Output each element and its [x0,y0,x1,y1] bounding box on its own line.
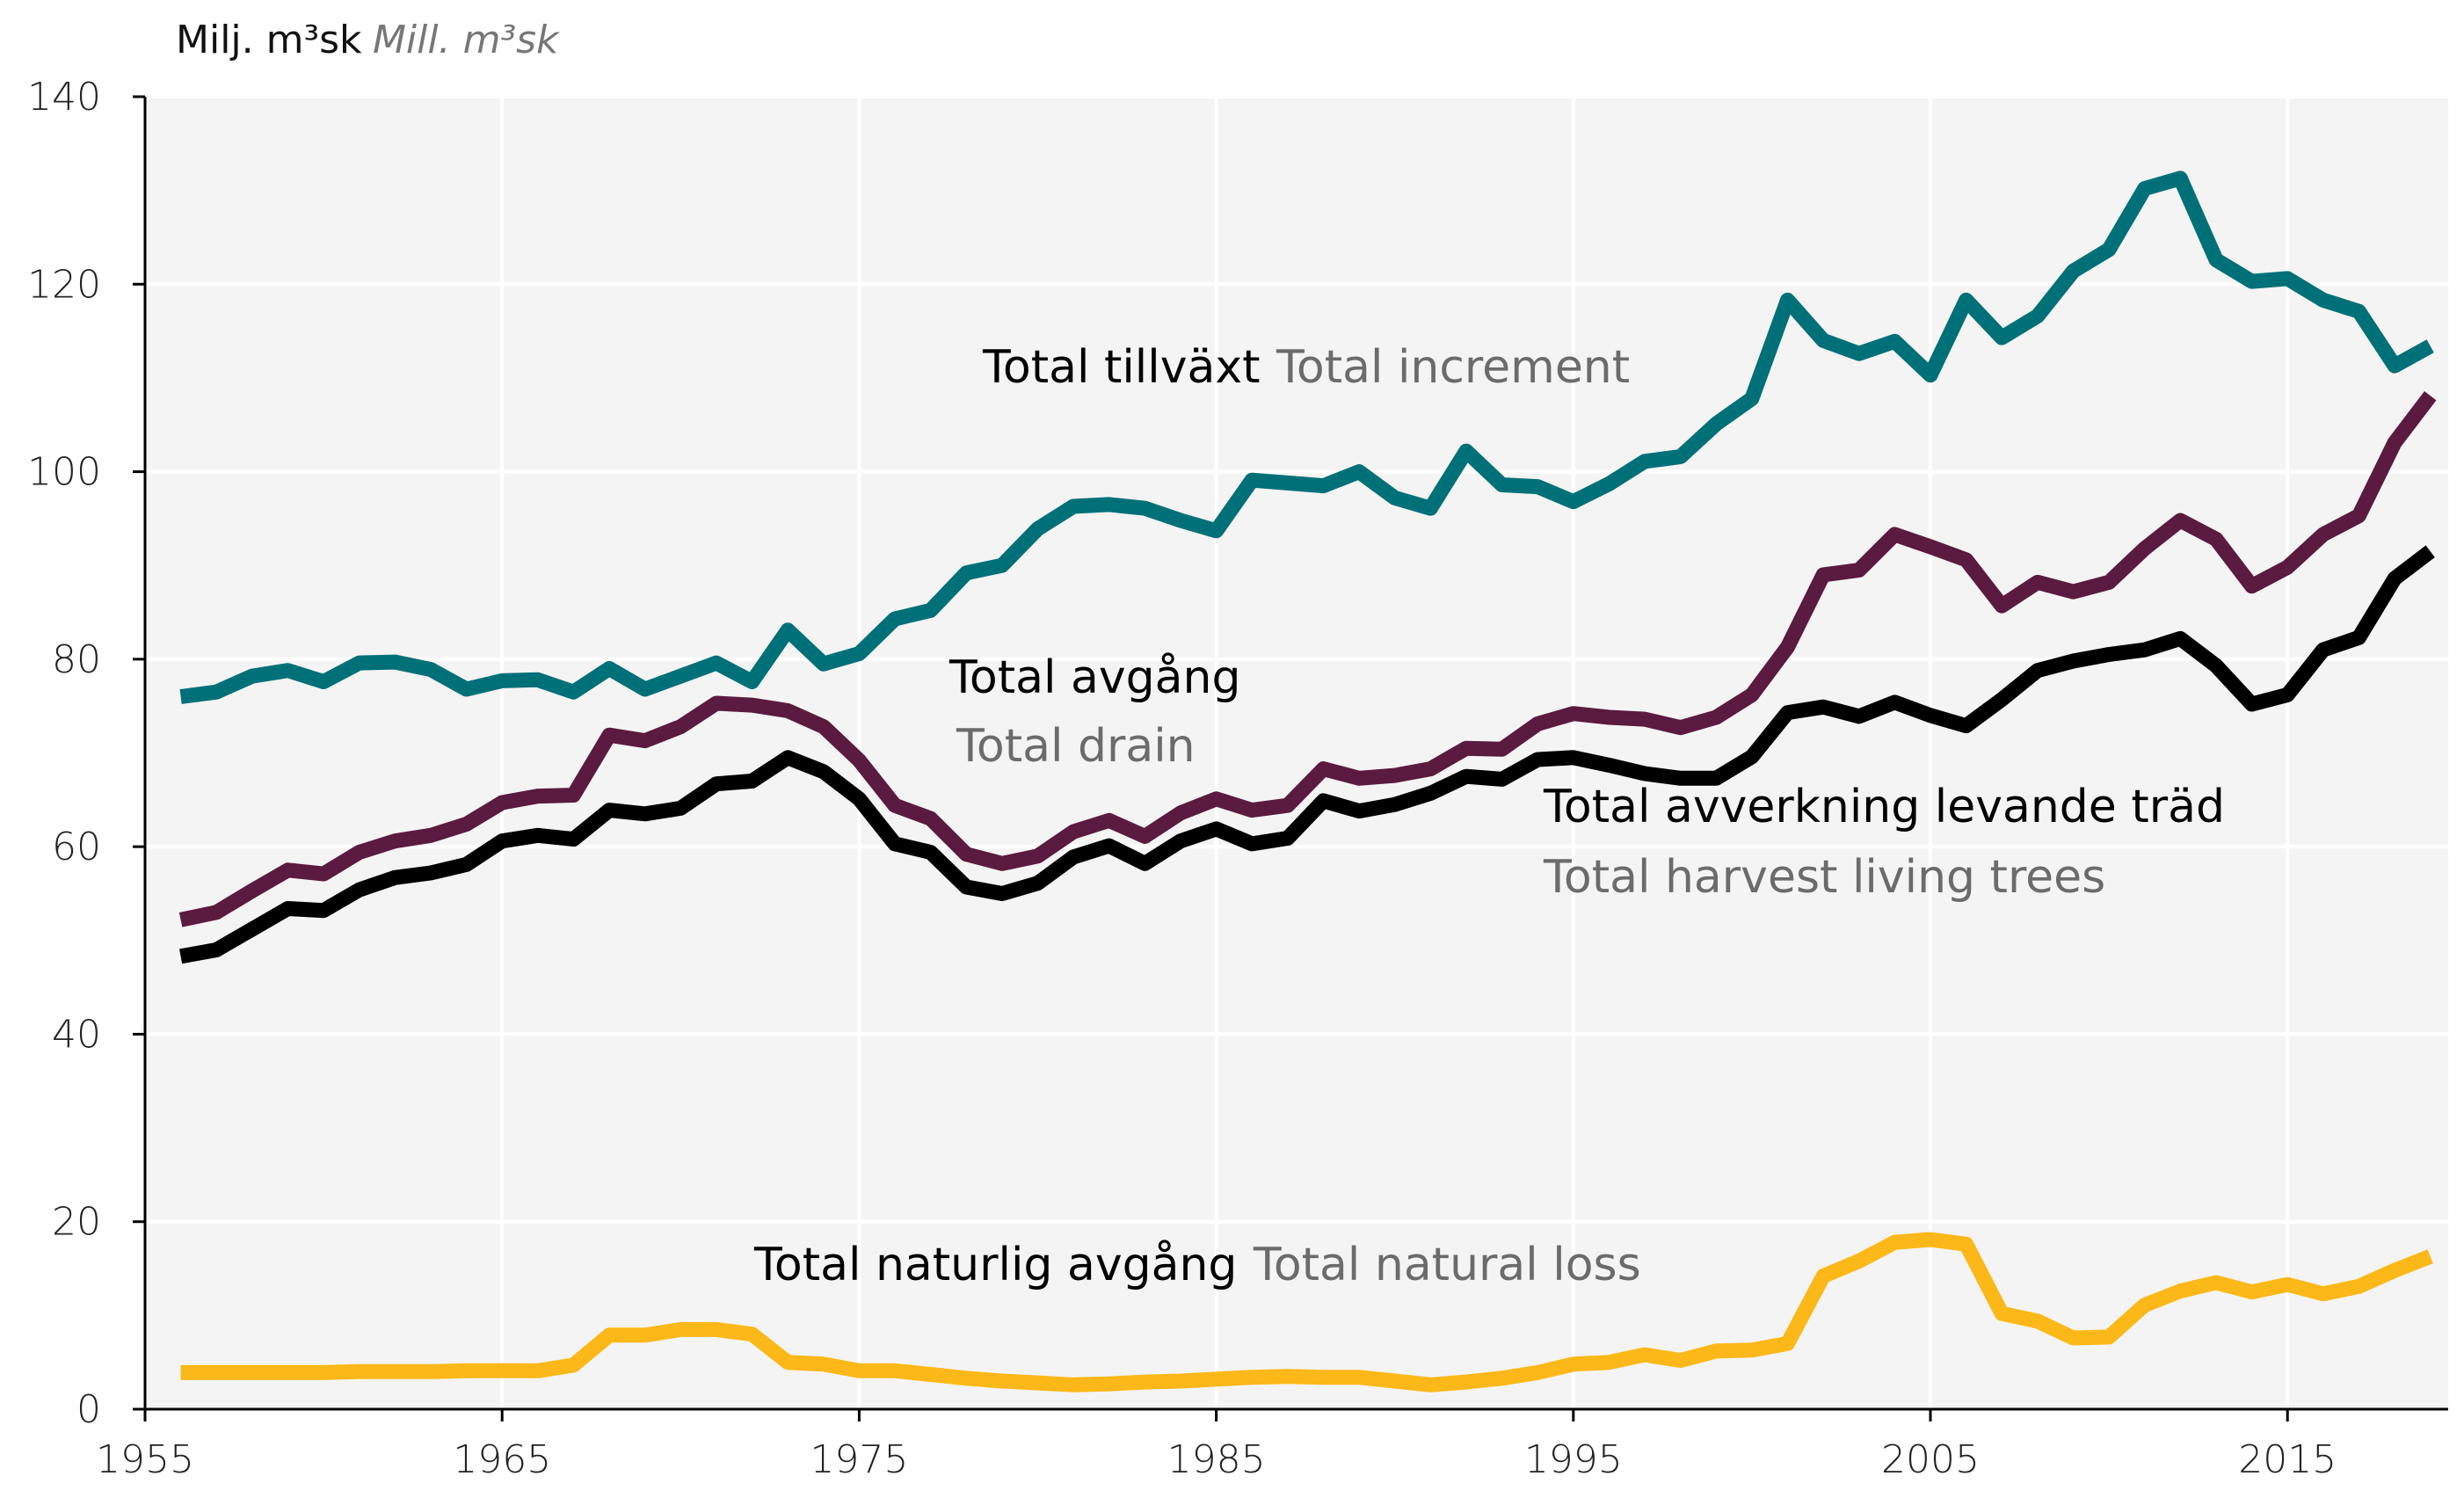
y-tick-label: 60 [52,825,101,869]
label-natural-loss-sv: Total naturlig avgång [753,1239,1237,1291]
axes [133,95,2448,1421]
series-line-natural-loss [180,1232,2433,1392]
x-tick-label: 1995 [1524,1437,1623,1482]
y-tick-label: 0 [76,1387,101,1432]
y-tick-label: 80 [52,637,101,682]
label-increment: Total tillväxt Total increment [982,341,1630,394]
x-tick-label: 2005 [1881,1437,1980,1482]
x-tick-label: 1985 [1167,1437,1266,1482]
x-tick-label: 1965 [453,1437,551,1482]
y-tick-label: 140 [27,75,101,120]
label-increment-sv: Total tillväxt [982,341,1261,394]
series-line-drain [178,391,2437,927]
unit-label-en: Mill. m³sk [373,18,560,62]
unit-label: Milj. m³sk Mill. m³sk [176,18,560,62]
tick-labels: 0 20 40 60 80 100 120 140 1955 1965 1975 1985 1995 20… [27,75,2337,1482]
series-line-increment [179,171,2434,704]
y-tick-label: 20 [52,1200,101,1245]
label-increment-en: Total increment [1276,341,1630,394]
y-tick-label: 40 [52,1012,101,1057]
y-tick-label: 100 [27,450,101,495]
label-drain-sv: Total avgång [949,651,1240,704]
y-tick-label: 120 [27,262,101,307]
gridlines [145,95,2448,1409]
label-natural-loss-en: Total natural loss [1253,1239,1641,1291]
label-harvest-en: Total harvest living trees [1543,851,2105,904]
series-lines [178,171,2437,1392]
label-drain-en: Total drain [956,720,1196,773]
plot-background [145,97,2448,1409]
label-natural-loss: Total naturlig avgång Total natural loss [753,1239,1641,1291]
x-tick-label: 1975 [810,1437,908,1482]
unit-label-sv: Milj. m³sk [176,18,362,62]
series-line-harvest [179,545,2435,964]
x-tick-label: 1955 [96,1437,194,1482]
x-tick-label: 2015 [2238,1437,2337,1482]
label-harvest-sv: Total avverkning levande träd [1543,781,2225,833]
